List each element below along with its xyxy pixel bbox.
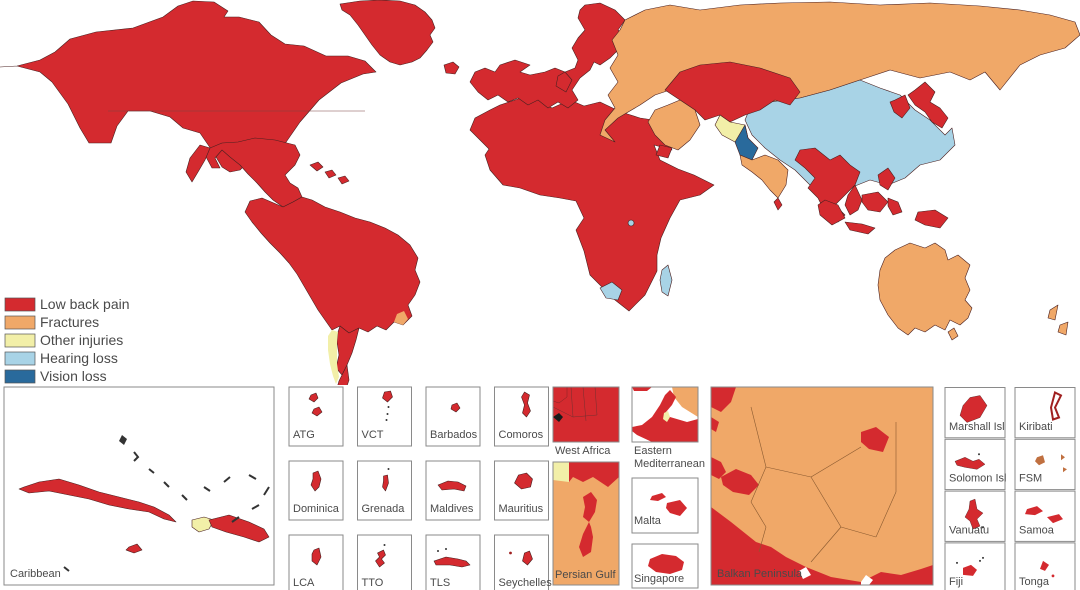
svg-text:Fractures: Fractures [40, 314, 99, 330]
svg-text:FSM: FSM [1019, 473, 1042, 485]
svg-text:Eastern: Eastern [634, 445, 672, 457]
svg-text:ATG: ATG [293, 429, 315, 441]
svg-text:Mauritius: Mauritius [499, 503, 544, 515]
svg-text:Fiji: Fiji [949, 576, 963, 588]
svg-text:Low back pain: Low back pain [40, 296, 130, 312]
svg-text:Other injuries: Other injuries [40, 332, 123, 348]
svg-text:Hearing loss: Hearing loss [40, 350, 118, 366]
svg-text:Barbados: Barbados [430, 429, 478, 441]
svg-text:Samoa: Samoa [1019, 524, 1055, 536]
svg-text:Balkan Peninsula: Balkan Peninsula [717, 568, 803, 580]
svg-text:Maldives: Maldives [430, 503, 474, 515]
svg-text:Kiribati: Kiribati [1019, 421, 1053, 433]
svg-text:Persian Gulf: Persian Gulf [555, 569, 616, 581]
svg-text:Marshall Isl: Marshall Isl [949, 421, 1005, 433]
svg-text:Tonga: Tonga [1019, 576, 1050, 588]
svg-text:Dominica: Dominica [293, 503, 340, 515]
svg-text:Caribbean: Caribbean [10, 568, 61, 580]
svg-text:Grenada: Grenada [362, 503, 406, 515]
svg-text:TLS: TLS [430, 577, 450, 589]
svg-text:Comoros: Comoros [499, 429, 544, 441]
svg-text:TTO: TTO [362, 577, 384, 589]
svg-text:Vanuatu: Vanuatu [949, 524, 989, 536]
svg-text:VCT: VCT [362, 429, 384, 441]
svg-text:Seychelles: Seychelles [499, 577, 553, 589]
svg-text:LCA: LCA [293, 577, 315, 589]
svg-text:Solomon Isl: Solomon Isl [949, 473, 1006, 485]
svg-text:Mediterranean: Mediterranean [634, 458, 705, 470]
svg-text:Singapore: Singapore [634, 573, 684, 585]
svg-text:West Africa: West Africa [555, 445, 611, 457]
svg-text:Vision loss: Vision loss [40, 368, 107, 384]
svg-text:Malta: Malta [634, 515, 662, 527]
